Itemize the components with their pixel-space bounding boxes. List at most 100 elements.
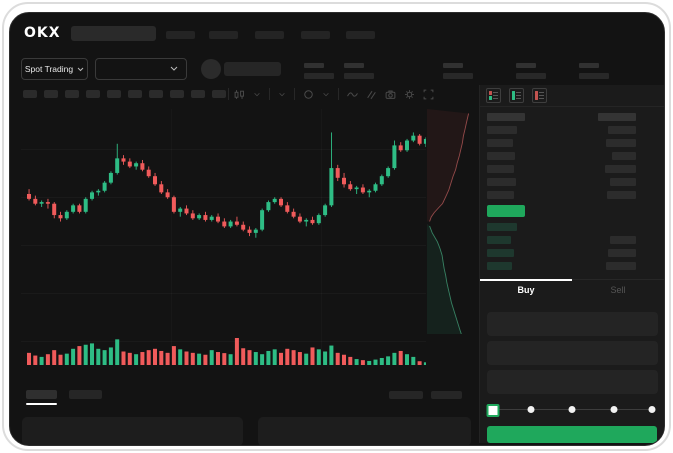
bid-price-placeholder bbox=[487, 223, 517, 231]
slider-stop[interactable] bbox=[568, 406, 576, 413]
tab-buy[interactable]: Buy bbox=[480, 279, 572, 300]
interval-button-placeholder[interactable] bbox=[65, 90, 79, 98]
candle-body bbox=[102, 182, 107, 191]
volume-bar bbox=[216, 352, 220, 365]
orders-action-placeholder[interactable] bbox=[389, 391, 423, 399]
orderbook-bids-icon[interactable] bbox=[509, 88, 524, 103]
candle-wick bbox=[356, 185, 358, 194]
chevron-down-icon[interactable] bbox=[253, 89, 261, 100]
candlestick-chart[interactable] bbox=[21, 109, 428, 371]
volume-bar bbox=[297, 352, 302, 365]
volume-bar bbox=[146, 350, 151, 365]
candle-body bbox=[216, 216, 220, 222]
ticker-stat-placeholder bbox=[516, 63, 546, 79]
interval-button-placeholder[interactable] bbox=[191, 90, 205, 98]
candle-body bbox=[39, 202, 44, 204]
candle-body bbox=[121, 158, 126, 162]
slider-stop[interactable] bbox=[648, 406, 656, 413]
volume-bar bbox=[33, 355, 38, 365]
buy-submit-button[interactable] bbox=[487, 426, 657, 443]
settings-gear-icon[interactable] bbox=[404, 89, 415, 100]
interval-button-placeholder[interactable] bbox=[128, 90, 142, 98]
interval-button-placeholder[interactable] bbox=[44, 90, 58, 98]
volume-bar bbox=[379, 357, 384, 365]
interval-button-placeholder[interactable] bbox=[86, 90, 100, 98]
candle-body bbox=[405, 140, 409, 151]
interval-button-placeholder[interactable] bbox=[107, 90, 121, 98]
toolbar-divider bbox=[294, 88, 295, 100]
market-type-dropdown[interactable]: Spot Trading bbox=[21, 58, 88, 80]
compare-lines-icon[interactable] bbox=[366, 89, 377, 100]
interval-button-placeholder[interactable] bbox=[149, 90, 163, 98]
slider-handle[interactable] bbox=[486, 404, 500, 417]
orders-tab-placeholder[interactable] bbox=[69, 390, 102, 399]
trade-tabs: Buy Sell bbox=[480, 279, 664, 300]
slider-stop[interactable] bbox=[610, 406, 617, 413]
candle-body bbox=[184, 208, 189, 214]
nav-item-placeholder[interactable] bbox=[209, 31, 238, 39]
candle-body bbox=[398, 145, 403, 151]
slider-stop[interactable] bbox=[527, 406, 534, 413]
candle-body bbox=[153, 176, 157, 185]
chevron-down-icon[interactable] bbox=[278, 89, 286, 100]
indicator-circle-icon[interactable] bbox=[303, 89, 314, 100]
interval-button-placeholder[interactable] bbox=[212, 90, 226, 98]
stat-label-placeholder bbox=[304, 63, 324, 68]
stat-value-placeholder bbox=[579, 73, 609, 79]
ask-amount-placeholder bbox=[605, 165, 636, 173]
icon-line bbox=[493, 92, 498, 93]
stat-label-placeholder bbox=[344, 63, 364, 68]
candle-style-icon[interactable] bbox=[234, 89, 245, 100]
volume-bar bbox=[45, 354, 50, 365]
interval-button-placeholder[interactable] bbox=[170, 90, 184, 98]
app-window: OKX Spot Trading Buy Sell bbox=[9, 12, 665, 446]
amount-percent-slider[interactable] bbox=[486, 402, 656, 417]
volume-bar bbox=[304, 353, 309, 365]
candle-body bbox=[45, 202, 50, 204]
candle-body bbox=[253, 229, 258, 233]
depth-asks-area bbox=[427, 109, 469, 222]
gridline bbox=[21, 245, 426, 246]
candle-body bbox=[209, 216, 214, 220]
candle-wick bbox=[305, 218, 307, 227]
wave-icon[interactable] bbox=[347, 89, 358, 100]
candle-body bbox=[323, 205, 328, 216]
candle-body bbox=[58, 215, 63, 219]
orders-action-placeholder[interactable] bbox=[431, 391, 462, 399]
volume-bar bbox=[291, 350, 296, 365]
total-input[interactable] bbox=[487, 370, 658, 394]
volume-bar bbox=[310, 347, 315, 365]
candle-body bbox=[159, 184, 164, 193]
open-orders-panel bbox=[22, 417, 243, 445]
candle-wick bbox=[236, 216, 238, 227]
chevron-down-icon[interactable] bbox=[322, 89, 330, 100]
stat-label-placeholder bbox=[516, 63, 536, 68]
price-input[interactable] bbox=[487, 312, 658, 336]
chart-tools bbox=[234, 87, 434, 101]
nav-item-placeholder[interactable] bbox=[255, 31, 284, 39]
icon-line bbox=[516, 92, 521, 93]
volume-bar bbox=[209, 350, 214, 365]
fullscreen-icon[interactable] bbox=[423, 89, 434, 100]
candle-body bbox=[285, 205, 290, 212]
interval-button-placeholder[interactable] bbox=[23, 90, 37, 98]
volume-bar bbox=[386, 356, 391, 365]
amount-input[interactable] bbox=[487, 341, 658, 365]
search-bar-placeholder[interactable] bbox=[71, 26, 156, 41]
tab-sell[interactable]: Sell bbox=[610, 285, 626, 295]
bid-price-placeholder bbox=[487, 236, 511, 244]
nav-item-placeholder[interactable] bbox=[346, 31, 375, 39]
volume-bar bbox=[247, 350, 252, 365]
volume-bar bbox=[83, 344, 88, 365]
camera-icon[interactable] bbox=[385, 89, 396, 100]
nav-item-placeholder[interactable] bbox=[166, 31, 195, 39]
volume-bar bbox=[71, 348, 76, 365]
orderbook-combined-icon[interactable] bbox=[486, 88, 501, 103]
orders-tab-active-placeholder[interactable] bbox=[26, 390, 57, 399]
pair-selector-dropdown[interactable] bbox=[95, 58, 187, 80]
candle-body bbox=[373, 184, 378, 191]
volume-bar bbox=[121, 351, 126, 365]
orderbook-asks-icon[interactable] bbox=[532, 88, 547, 103]
nav-item-placeholder[interactable] bbox=[301, 31, 330, 39]
candle-body bbox=[190, 213, 195, 219]
